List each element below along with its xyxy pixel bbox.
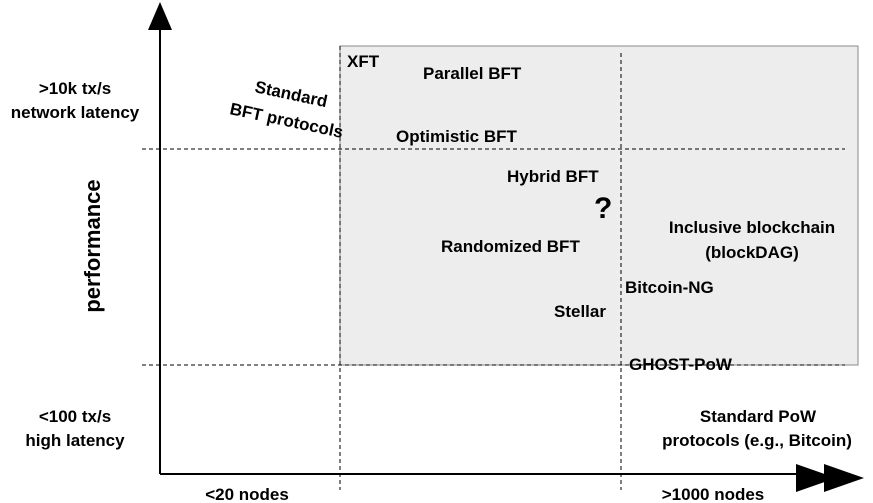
- y-low-throughput-label: <100 tx/s: [39, 407, 111, 426]
- ghost-pow-label: GHOST-PoW: [629, 355, 733, 374]
- randomized-bft-label: Randomized BFT: [441, 237, 580, 256]
- y-high-latency-label: network latency: [11, 103, 140, 122]
- x-axis-arrow-head-icon: [824, 464, 864, 492]
- design-space-region: [339, 45, 859, 366]
- xft-label: XFT: [347, 52, 380, 71]
- x-many-nodes-label: >1000 nodes: [662, 485, 765, 503]
- x-axis-arrow-icon: [796, 464, 836, 492]
- bitcoin-ng-label: Bitcoin-NG: [625, 278, 714, 297]
- y-high-throughput-label: >10k tx/s: [39, 79, 111, 98]
- standard-pow-label-line2: protocols (e.g., Bitcoin): [662, 431, 852, 450]
- parallel-bft-label: Parallel BFT: [423, 64, 522, 83]
- blockdag-label: (blockDAG): [705, 243, 799, 262]
- hybrid-bft-label: Hybrid BFT: [507, 167, 599, 186]
- open-question-mark: ?: [594, 192, 612, 225]
- y-low-latency-label: high latency: [25, 431, 125, 450]
- x-few-nodes-label: <20 nodes: [205, 485, 289, 503]
- standard-bft-label-line2: BFT protocols: [228, 99, 345, 142]
- stellar-label: Stellar: [554, 302, 606, 321]
- standard-pow-label-line1: Standard PoW: [700, 407, 817, 426]
- optimistic-bft-label: Optimistic BFT: [396, 127, 518, 146]
- inclusive-blockchain-label: Inclusive blockchain: [669, 218, 835, 237]
- y-axis-label: performance: [80, 179, 105, 312]
- y-axis-arrow-icon: [148, 2, 172, 30]
